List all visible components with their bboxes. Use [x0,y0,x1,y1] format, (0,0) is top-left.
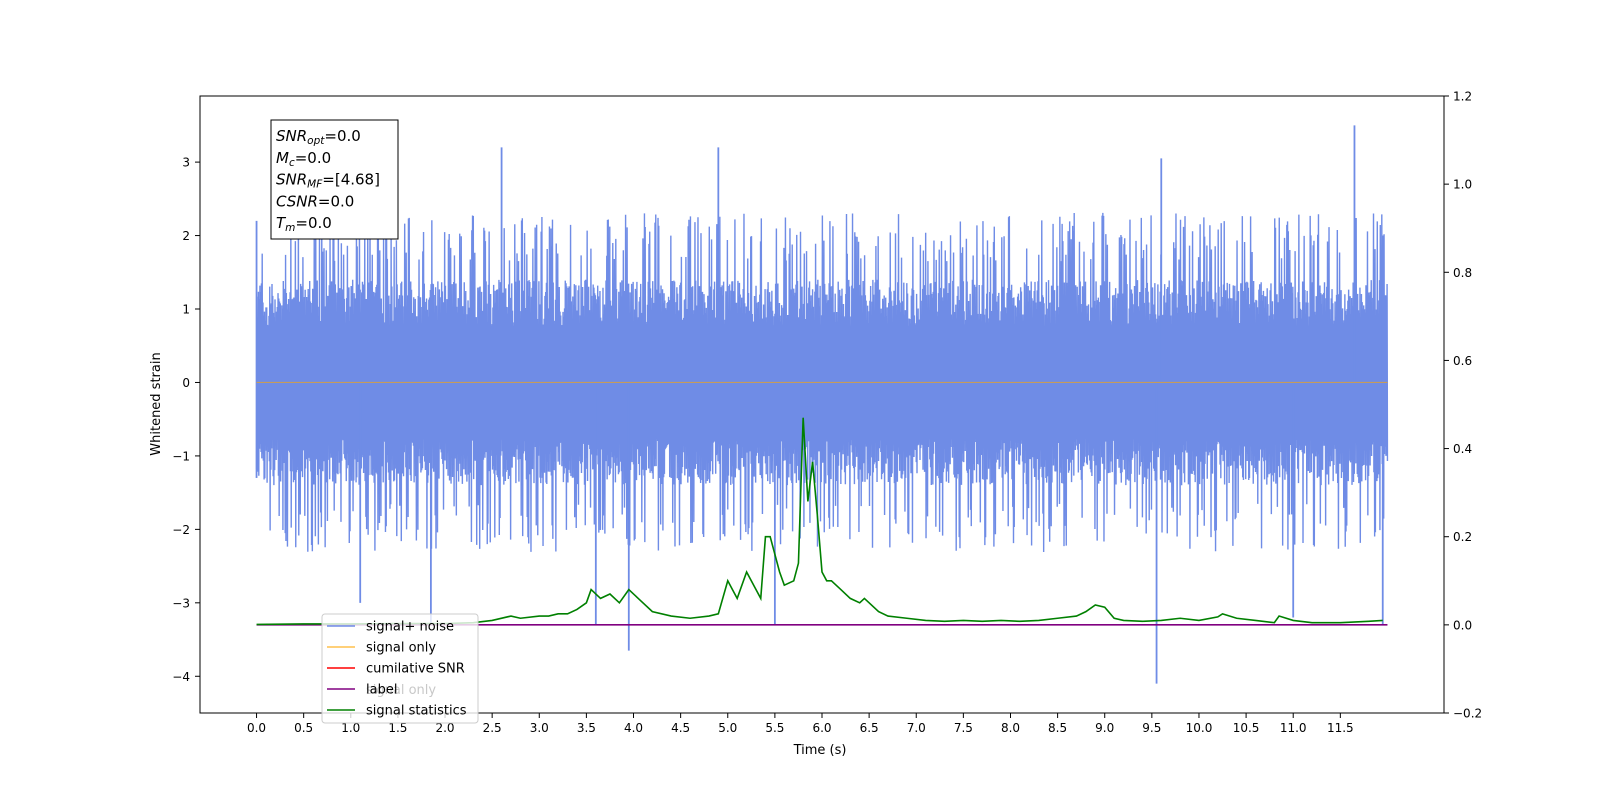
y2-tick-label: 0.8 [1453,266,1472,280]
x-tick-label: 2.5 [483,721,502,735]
x-tick-label: 3.5 [577,721,596,735]
x-tick-label: 5.5 [765,721,784,735]
x-tick-label: 4.5 [671,721,690,735]
y2-tick-label: 1.2 [1453,90,1472,104]
annotation-line: CSNR=0.0 [276,192,354,210]
x-tick-label: 2.0 [435,721,454,735]
annotation-line: SNRMF=[4.68] [276,171,380,191]
x-tick-label: 8.5 [1048,721,1067,735]
x-tick-label: 8.0 [1001,721,1020,735]
x-tick-label: 10.5 [1233,721,1260,735]
x-tick-label: 4.0 [624,721,643,735]
x-tick-label: 0.0 [247,721,266,735]
y2-tick-label: −0.2 [1453,707,1482,721]
y-axis-label: Whitened strain [149,352,164,455]
y2-tick-label: 0.4 [1453,442,1472,456]
y-tick-label: −1 [172,449,190,463]
y2-tick-label: 0.0 [1453,618,1472,632]
noise-series-signal-plus-noise [255,125,1389,684]
annotation-line: Mc=0.0 [276,149,331,169]
x-axis-label: Time (s) [793,743,847,758]
x-tick-label: 7.5 [954,721,973,735]
x-tick-label: 1.0 [341,721,360,735]
x-tick-label: 11.5 [1327,721,1354,735]
y2-tick-label: 0.2 [1453,530,1472,544]
annotation-line: SNRopt=0.0 [276,127,361,147]
y-tick-label: −2 [172,523,190,537]
legend-label: signal only [366,641,436,656]
y-tick-label: 2 [182,229,190,243]
noise-trace [255,212,1389,553]
y-tick-label: −4 [172,670,190,684]
y-axis-left: −4 −3 −2 −1 0 1 2 3 [172,156,200,684]
annotation-frame [270,119,399,240]
x-tick-label: 10.0 [1186,721,1213,735]
legend-label: label [366,683,397,698]
x-axis: 0.0 0.5 1.0 1.5 2.0 2.5 3.0 3.5 4.0 4.5 5.0 5.5 6.0 6… [247,713,1354,735]
x-tick-label: 6.5 [860,721,879,735]
x-tick-label: 9.0 [1095,721,1114,735]
y-tick-label: 3 [182,156,190,170]
legend-label: signal+ noise [366,620,454,635]
x-tick-label: 11.0 [1280,721,1307,735]
y2-tick-label: 1.0 [1453,178,1472,192]
x-tick-label: 5.0 [718,721,737,735]
y-tick-label: −3 [172,596,190,610]
y-tick-label: 1 [182,303,190,317]
x-tick-label: 9.5 [1142,721,1161,735]
y-axis-right: −0.2 0.0 0.2 0.4 0.6 0.8 1.0 1.2 [1444,90,1482,721]
legend-label: cumilative SNR [366,662,465,677]
x-tick-label: 7.0 [907,721,926,735]
y-tick-label: 0 [182,376,190,390]
x-tick-label: 0.5 [294,721,313,735]
legend-hidden-text: signal only [366,683,436,698]
legend-frame [321,613,479,724]
x-tick-label: 3.0 [530,721,549,735]
x-tick-label: 1.5 [388,721,407,735]
y2-tick-label: 0.6 [1453,354,1472,368]
series-signal-statistics [256,417,1383,626]
x-tick-label: 6.0 [812,721,831,735]
legend-label: signal statistics [366,704,467,719]
legend: signal only signal+ noise signal only cumil… [321,613,479,724]
annotation-line: Tm=0.0 [276,214,332,234]
